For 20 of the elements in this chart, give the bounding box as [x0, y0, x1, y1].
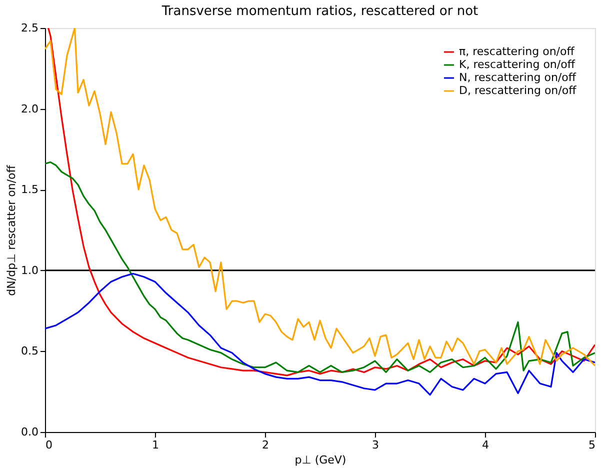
y-tick-label: 0.5 — [21, 344, 38, 358]
line-series — [45, 272, 595, 396]
legend-label: K, rescattering on/off — [459, 58, 576, 71]
chart-title: Transverse momentum ratios, rescattered or not — [160, 4, 478, 19]
y-tick-label: 2.5 — [21, 22, 38, 34]
x-tick-label: 0 — [46, 438, 52, 452]
y-axis-title: dN/dp⊥ rescatter on/off — [5, 164, 18, 296]
legend-label: π, rescattering on/off — [459, 45, 575, 58]
x-tick-label: 1 — [152, 438, 159, 452]
y-tick-label: 1.5 — [21, 183, 38, 196]
y-tick-label: 1.0 — [21, 264, 38, 277]
x-axis-title: p⊥ (GeV) — [294, 454, 346, 466]
y-tick-label: 0.0 — [21, 426, 38, 438]
y-tick-label: 2.0 — [21, 102, 38, 116]
x-tick-label: 2 — [262, 438, 269, 452]
x-tick-label: 3 — [372, 438, 379, 452]
legend-label: D, rescattering on/off — [459, 84, 577, 97]
legend-label: N, rescattering on/off — [459, 71, 576, 84]
x-tick-label: 4 — [482, 438, 489, 452]
x-tick-label: 5 — [588, 438, 596, 452]
